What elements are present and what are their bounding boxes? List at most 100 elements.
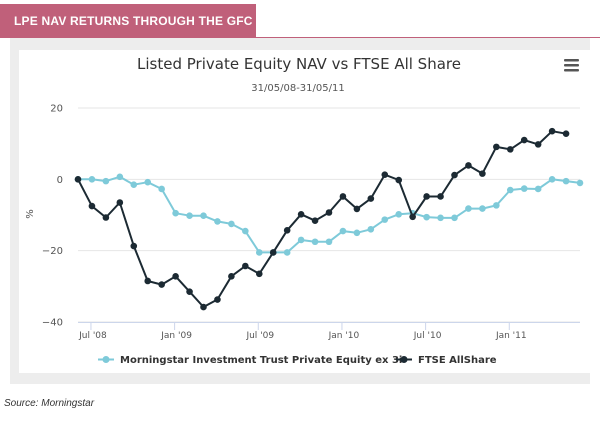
y-tick-label: 0 [57,175,63,186]
data-point[interactable] [88,202,96,210]
data-point[interactable] [339,193,347,200]
data-point[interactable] [520,136,528,144]
data-point[interactable] [520,185,528,192]
data-point[interactable] [144,178,152,186]
data-point[interactable] [395,210,403,218]
data-point[interactable] [562,130,570,137]
data-point[interactable] [479,205,486,212]
x-tick-label: Jan '11 [495,331,527,341]
data-point[interactable] [297,210,305,218]
data-point[interactable] [562,177,570,185]
chart-background [19,50,596,373]
header-rule [0,37,600,38]
data-point[interactable] [116,199,124,206]
data-point[interactable] [102,214,110,221]
data-point[interactable] [214,218,221,225]
y-tick-label: 20 [50,104,63,115]
header-bar: LPE NAV RETURNS THROUGH THE GFC [0,4,256,38]
data-point[interactable] [506,186,514,194]
data-point[interactable] [311,217,319,225]
legend-item[interactable]: FTSE AllShare [396,355,497,366]
x-tick-label: Jul '08 [78,331,107,341]
data-point[interactable] [158,281,165,288]
data-point[interactable] [102,177,110,185]
data-point[interactable] [255,270,263,278]
data-point[interactable] [548,127,556,135]
data-point[interactable] [88,176,96,183]
data-point[interactable] [409,213,416,221]
series-group [74,127,584,311]
chart: Listed Private Equity NAV vs FTSE All Sh… [19,50,596,373]
x-tick-label: Jan '09 [160,331,192,341]
x-tick-label: Jan '10 [328,331,360,341]
data-point[interactable] [381,216,389,223]
data-point[interactable] [437,214,444,222]
data-point[interactable] [242,227,249,235]
data-point[interactable] [367,195,375,202]
data-point[interactable] [172,209,179,217]
legend: Morningstar Investment Trust Private Equ… [98,355,497,366]
legend-swatch-marker [400,356,408,363]
data-point[interactable] [228,273,235,280]
data-point[interactable] [116,173,124,181]
data-point[interactable] [325,238,333,246]
y-axis-ticks: 20 0 −20 −40 [42,104,63,329]
data-point[interactable] [423,193,430,200]
data-point[interactable] [186,288,193,295]
data-point[interactable] [144,277,152,285]
data-point[interactable] [493,202,500,209]
data-point[interactable] [200,212,207,220]
data-point[interactable] [242,262,249,270]
data-point[interactable] [130,181,138,188]
hamburger-menu-icon[interactable] [564,59,579,72]
data-point[interactable] [395,176,403,184]
data-point[interactable] [493,143,500,151]
data-point[interactable] [367,225,375,233]
data-point[interactable] [465,162,472,169]
data-point[interactable] [576,179,584,187]
data-point[interactable] [186,212,193,220]
data-point[interactable] [451,214,458,222]
data-point[interactable] [534,185,542,193]
y-axis-label: % [25,209,36,219]
data-point[interactable] [353,205,361,213]
data-point[interactable] [311,238,319,246]
data-point[interactable] [214,296,221,303]
x-tick-label: Jul '09 [245,331,274,341]
data-point[interactable] [465,205,472,212]
data-point[interactable] [255,249,263,256]
legend-item[interactable]: Morningstar Investment Trust Private Equ… [98,355,402,366]
data-point[interactable] [283,249,291,256]
legend-label: FTSE AllShare [418,355,497,366]
y-tick-label: −40 [42,318,63,329]
data-point[interactable] [534,141,542,148]
data-point[interactable] [130,242,138,250]
y-tick-label: −20 [42,246,63,257]
data-point[interactable] [353,229,361,237]
header-title: LPE NAV RETURNS THROUGH THE GFC [14,14,253,28]
chart-subtitle: 31/05/08-31/05/11 [251,83,344,94]
data-point[interactable] [339,227,347,235]
data-point[interactable] [423,213,430,221]
data-point[interactable] [297,236,305,244]
data-point[interactable] [200,303,207,311]
grid [78,107,580,323]
data-point[interactable] [548,176,556,183]
data-point[interactable] [172,273,179,280]
legend-swatch-marker [102,356,110,363]
data-point[interactable] [451,171,458,179]
data-point[interactable] [381,171,389,178]
data-point[interactable] [325,209,333,216]
data-point[interactable] [479,170,486,177]
data-point[interactable] [269,249,277,256]
data-point[interactable] [437,193,444,200]
data-point[interactable] [506,146,514,153]
data-point[interactable] [283,227,291,234]
data-point[interactable] [228,220,235,228]
data-point[interactable] [158,185,165,193]
x-axis-ticks: Jul '08 Jan '09 Jul '09 Jan '10 Jul '10 Jan '… [78,322,527,341]
data-point[interactable] [74,176,82,183]
chart-title: Listed Private Equity NAV vs FTSE All Sh… [137,55,461,73]
series-1 [74,127,570,311]
x-tick-label: Jul '10 [413,331,442,341]
